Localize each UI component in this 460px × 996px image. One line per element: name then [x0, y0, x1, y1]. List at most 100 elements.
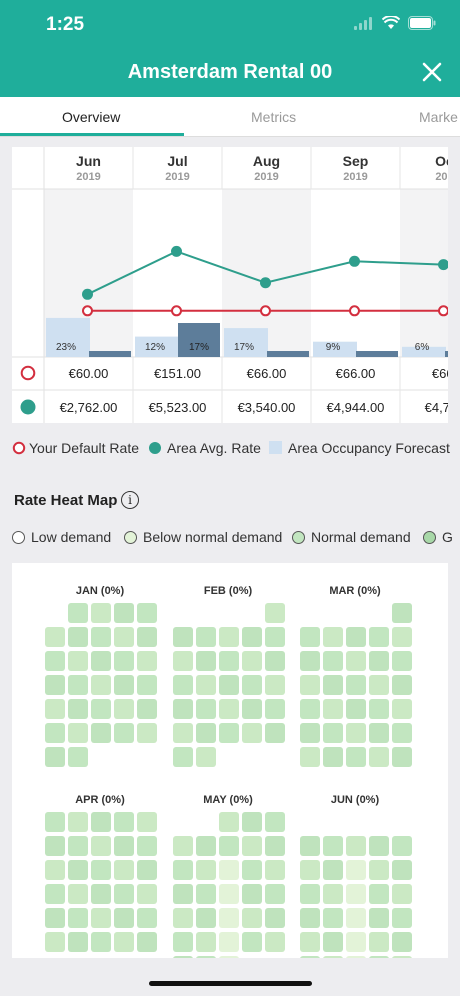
heatmap-day-cell[interactable]	[323, 932, 343, 952]
heatmap-day-cell[interactable]	[346, 675, 366, 695]
heatmap-day-cell[interactable]	[300, 956, 320, 958]
heatmap-day-cell[interactable]	[346, 956, 366, 958]
heatmap-day-cell[interactable]	[242, 723, 262, 743]
heatmap-day-cell[interactable]	[323, 836, 343, 856]
heatmap-day-cell[interactable]	[392, 884, 412, 904]
heatmap-day-cell[interactable]	[392, 675, 412, 695]
heatmap-day-cell[interactable]	[68, 747, 88, 767]
heatmap-day-cell[interactable]	[369, 627, 389, 647]
heatmap-day-cell[interactable]	[346, 932, 366, 952]
heatmap-day-cell[interactable]	[173, 956, 193, 958]
heatmap-day-cell[interactable]	[45, 932, 65, 952]
heatmap-day-cell[interactable]	[242, 860, 262, 880]
heatmap-day-cell[interactable]	[114, 836, 134, 856]
heatmap-day-cell[interactable]	[173, 908, 193, 928]
heatmap-day-cell[interactable]	[219, 675, 239, 695]
heatmap-day-cell[interactable]	[173, 884, 193, 904]
heatmap-day-cell[interactable]	[91, 836, 111, 856]
heatmap-day-cell[interactable]	[219, 723, 239, 743]
heatmap-day-cell[interactable]	[137, 699, 157, 719]
heatmap-day-cell[interactable]	[45, 699, 65, 719]
heatmap-day-cell[interactable]	[219, 908, 239, 928]
heatmap-day-cell[interactable]	[91, 603, 111, 623]
heatmap-day-cell[interactable]	[68, 603, 88, 623]
tab-metrics[interactable]: Metrics	[251, 109, 297, 125]
heatmap-day-cell[interactable]	[68, 627, 88, 647]
heatmap-day-cell[interactable]	[68, 908, 88, 928]
heatmap-day-cell[interactable]	[300, 884, 320, 904]
heatmap-day-cell[interactable]	[91, 884, 111, 904]
heatmap-day-cell[interactable]	[137, 836, 157, 856]
heatmap-day-cell[interactable]	[173, 932, 193, 952]
heatmap-day-cell[interactable]	[114, 932, 134, 952]
heatmap-day-cell[interactable]	[219, 860, 239, 880]
heatmap-day-cell[interactable]	[219, 956, 239, 958]
heatmap-day-cell[interactable]	[173, 723, 193, 743]
heatmap-day-cell[interactable]	[242, 699, 262, 719]
heatmap-day-cell[interactable]	[45, 836, 65, 856]
heatmap-day-cell[interactable]	[68, 651, 88, 671]
heatmap-day-cell[interactable]	[114, 723, 134, 743]
heatmap-day-cell[interactable]	[265, 836, 285, 856]
heatmap-day-cell[interactable]	[45, 812, 65, 832]
heatmap-day-cell[interactable]	[68, 836, 88, 856]
heatmap-day-cell[interactable]	[265, 651, 285, 671]
heatmap-day-cell[interactable]	[173, 747, 193, 767]
heatmap-day-cell[interactable]	[114, 908, 134, 928]
heatmap-day-cell[interactable]	[45, 723, 65, 743]
heatmap-day-cell[interactable]	[392, 932, 412, 952]
heatmap-day-cell[interactable]	[369, 723, 389, 743]
heatmap-day-cell[interactable]	[196, 747, 216, 767]
heatmap-day-cell[interactable]	[219, 836, 239, 856]
heatmap-day-cell[interactable]	[219, 932, 239, 952]
heatmap-day-cell[interactable]	[265, 627, 285, 647]
heatmap-day-cell[interactable]	[196, 932, 216, 952]
heatmap-day-cell[interactable]	[68, 860, 88, 880]
heatmap-day-cell[interactable]	[300, 908, 320, 928]
heatmap-day-cell[interactable]	[68, 723, 88, 743]
heatmap-day-cell[interactable]	[45, 651, 65, 671]
tab-market[interactable]: Marke	[419, 109, 458, 125]
heatmap-day-cell[interactable]	[369, 932, 389, 952]
heatmap-day-cell[interactable]	[323, 627, 343, 647]
heatmap-day-cell[interactable]	[242, 651, 262, 671]
heatmap-day-cell[interactable]	[242, 932, 262, 952]
heatmap-day-cell[interactable]	[91, 812, 111, 832]
heatmap-day-cell[interactable]	[346, 627, 366, 647]
heatmap-day-cell[interactable]	[173, 651, 193, 671]
heatmap-day-cell[interactable]	[114, 675, 134, 695]
heatmap-day-cell[interactable]	[346, 860, 366, 880]
heatmap-day-cell[interactable]	[196, 651, 216, 671]
heatmap-day-cell[interactable]	[196, 627, 216, 647]
heatmap-day-cell[interactable]	[323, 884, 343, 904]
heatmap-day-cell[interactable]	[173, 675, 193, 695]
heatmap-day-cell[interactable]	[45, 884, 65, 904]
heatmap-day-cell[interactable]	[346, 908, 366, 928]
heatmap-day-cell[interactable]	[173, 699, 193, 719]
heatmap-day-cell[interactable]	[300, 747, 320, 767]
heatmap-day-cell[interactable]	[137, 932, 157, 952]
heatmap-day-cell[interactable]	[219, 884, 239, 904]
heatmap-day-cell[interactable]	[392, 836, 412, 856]
heatmap-day-cell[interactable]	[300, 836, 320, 856]
heatmap-day-cell[interactable]	[323, 908, 343, 928]
heatmap-day-cell[interactable]	[68, 932, 88, 952]
heatmap-day-cell[interactable]	[219, 651, 239, 671]
heatmap-day-cell[interactable]	[68, 812, 88, 832]
heatmap-day-cell[interactable]	[91, 723, 111, 743]
heatmap-day-cell[interactable]	[300, 723, 320, 743]
heatmap-day-cell[interactable]	[265, 603, 285, 623]
heatmap-day-cell[interactable]	[91, 699, 111, 719]
heatmap-day-cell[interactable]	[323, 651, 343, 671]
heatmap-day-cell[interactable]	[91, 908, 111, 928]
heatmap-day-cell[interactable]	[346, 723, 366, 743]
heatmap-day-cell[interactable]	[392, 603, 412, 623]
heatmap-day-cell[interactable]	[369, 956, 389, 958]
heatmap-day-cell[interactable]	[300, 932, 320, 952]
heatmap-day-cell[interactable]	[242, 812, 262, 832]
heatmap-day-cell[interactable]	[137, 884, 157, 904]
heatmap-day-cell[interactable]	[114, 884, 134, 904]
heatmap-day-cell[interactable]	[369, 747, 389, 767]
heatmap-day-cell[interactable]	[392, 627, 412, 647]
heatmap-day-cell[interactable]	[265, 723, 285, 743]
